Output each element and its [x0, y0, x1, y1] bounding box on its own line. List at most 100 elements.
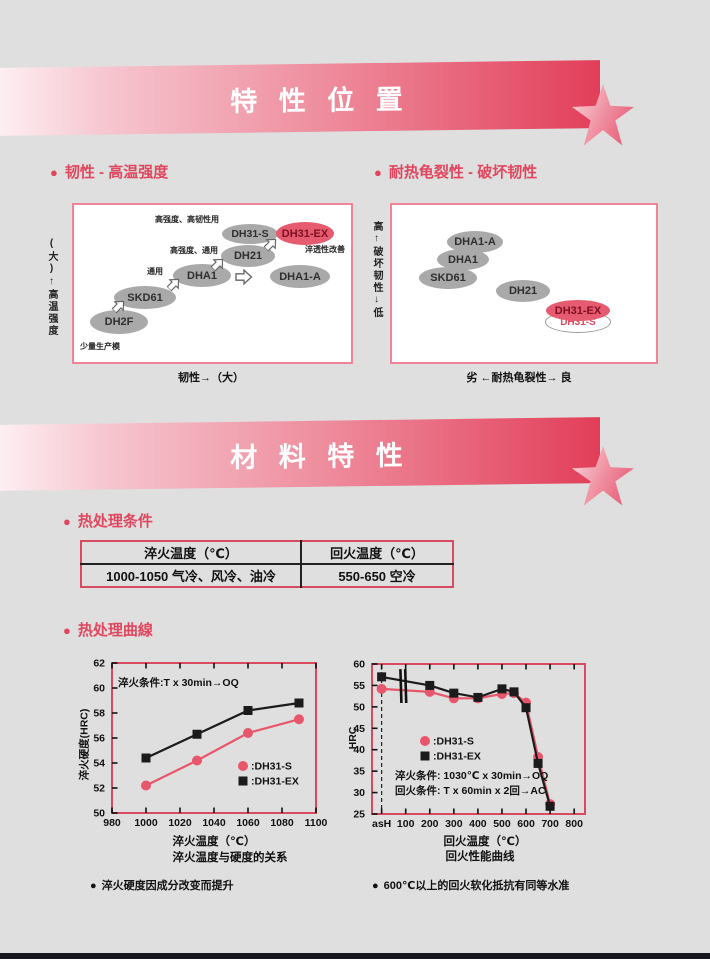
steel-ellipse-dh21: DH21	[496, 280, 550, 302]
chart-annotation: 回火条件: T x 60min x 2回→AC	[395, 784, 546, 797]
legend-label: :DH31-S	[433, 736, 474, 748]
banner-title: 材 料 特 性	[230, 440, 410, 473]
y-tick-label: 62	[93, 658, 105, 670]
marker-DH31-EX	[449, 688, 459, 698]
section-title-heat-treatment-conditions: ● 热处理条件	[63, 510, 153, 531]
legend-marker	[238, 761, 248, 771]
note-quench-hardness: ● 淬火硬度因成分改变而提升	[90, 877, 234, 893]
legend-label: :DH31-EX	[251, 776, 299, 788]
heat-crack-x-axis-label: 劣 ←耐热龟裂性→ 良	[466, 372, 572, 384]
x-tick-label: 1100	[305, 817, 328, 829]
bullet-icon: ●	[90, 880, 97, 892]
y-tick-label: 54	[93, 758, 105, 770]
table-cell-temper-value: 550-650 空冷	[300, 564, 453, 587]
toughness-x-axis-label: 韧性→（大）	[178, 372, 244, 384]
y-tick-label: 50	[353, 701, 365, 713]
marker-DH31-EX	[141, 753, 151, 763]
y-tick-label: 45	[353, 723, 365, 735]
hollow-arrow-icon	[111, 300, 125, 314]
axis-break-mark	[403, 669, 408, 704]
series-line-DH31-S	[145, 718, 300, 787]
chart-annotation: 淬火条件:T x 30min→OQ	[118, 676, 239, 689]
y-tick-label: 58	[93, 708, 105, 720]
y-tick-label: 52	[93, 783, 105, 795]
heat-crack-y-axis-label: 高↑破坏韧性↓低	[371, 221, 382, 319]
diagram-label-general: 通用	[147, 267, 163, 276]
marker-DH31-EX	[509, 687, 519, 697]
chart-y-axis-label: HRC	[347, 726, 359, 750]
banner-material-properties: 材 料 特 性	[0, 417, 600, 491]
bullet-icon: ●	[63, 623, 71, 638]
x-tick-label: 1080	[270, 817, 294, 829]
banner-title: 特 性 位 置	[230, 84, 410, 117]
legend-marker	[238, 776, 248, 786]
steel-ellipse-skd61: SKD61	[419, 267, 477, 289]
table-row: 1000-1050 气冷、风冷、油冷 550-650 空冷	[81, 564, 453, 587]
bullet-icon: ●	[50, 165, 58, 180]
x-tick-label: 600	[517, 818, 535, 830]
section-title-toughness: ● 韧性 - 高温强度	[50, 161, 168, 182]
x-tick-label: 980	[103, 817, 121, 829]
tempering-curve-chart: asH 100 200 300 400 500 600 700 800 25 30 35 40 45 50 5…	[353, 659, 586, 863]
axis-break-mark	[399, 669, 403, 704]
x-tick-label: 100	[397, 818, 415, 830]
y-tick-label: 55	[353, 680, 365, 692]
legend-label: :DH31-S	[251, 761, 292, 773]
diagram-label-small-production: 少量生产模	[80, 342, 120, 351]
chart-y-axis-label: 淬火硬度(HRC)	[78, 708, 91, 781]
note-text: 淬火硬度因成分改变而提升	[101, 880, 234, 892]
series-line-DH31-EX	[145, 701, 300, 759]
marker-DH31-EX	[294, 698, 304, 708]
chart-caption: 回火性能曲线	[446, 849, 515, 863]
legend-marker	[420, 751, 430, 761]
marker-DH31-EX	[545, 801, 555, 811]
legend-label: :DH31-EX	[433, 751, 481, 763]
chart-annotation: 淬火条件: 1030℃ x 30min→OQ	[395, 769, 548, 782]
steel-ellipse-dh31s: DH31-S	[222, 224, 278, 244]
x-tick-label: 1000	[134, 817, 158, 829]
x-axis-label: 淬火温度（℃）	[173, 834, 256, 848]
steel-ellipse-dha1a: DHA1-A	[447, 231, 503, 253]
marker-DH31-EX	[243, 706, 253, 715]
hollow-arrow-right-icon	[235, 269, 253, 285]
steel-ellipse-dh21: DH21	[221, 245, 275, 267]
x-tick-label: 800	[565, 818, 583, 830]
bullet-icon: ●	[63, 514, 71, 529]
diagram-label-high-strength-toughness: 高强度、高韧性用	[155, 215, 219, 224]
x-tick-label: 1020	[168, 817, 192, 829]
y-tick-label: 30	[353, 787, 365, 799]
marker-DH31-EX	[533, 758, 543, 768]
y-tick-label: 60	[93, 683, 105, 695]
section-title-text: 热处理曲線	[77, 622, 153, 639]
steel-ellipse-skd61: SKD61	[114, 286, 176, 309]
marker-DH31-S	[192, 755, 202, 766]
marker-DH31-S	[243, 728, 253, 738]
page-bottom-bar	[0, 953, 710, 959]
y-tick-label: 25	[353, 809, 365, 821]
x-tick-label: 700	[541, 818, 559, 830]
toughness-y-axis-label: (大)↑高温强度	[46, 238, 57, 337]
x-tick-label: 400	[469, 818, 487, 830]
x-tick-label: 200	[421, 818, 439, 830]
note-temper-softening: ● 600℃以上的回火软化抵抗有同等水准	[372, 877, 569, 893]
section-title-text: 耐热龟裂性 - 破坏韧性	[388, 164, 538, 181]
marker-DH31-S	[141, 780, 151, 791]
x-tick-label: 500	[493, 818, 511, 830]
section-title-heat-treatment-curves: ● 热处理曲線	[63, 619, 153, 640]
steel-ellipse-dha1a: DHA1-A	[270, 265, 330, 288]
y-tick-label: 50	[93, 808, 105, 820]
bullet-icon: ●	[372, 880, 379, 892]
x-tick-label: 1040	[202, 817, 226, 829]
y-tick-label: 40	[353, 744, 365, 756]
marker-DH31-EX	[473, 692, 483, 702]
steel-ellipse-dha1: DHA1	[437, 249, 489, 270]
marker-DH31-EX	[425, 680, 435, 690]
steel-ellipse-dh31ex: DH31-EX	[276, 222, 334, 245]
y-tick-label: 56	[93, 733, 105, 745]
marker-DH31-EX	[192, 729, 202, 739]
marker-DH31-EX	[521, 703, 531, 713]
x-axis-label: 回火温度（℃）	[444, 834, 527, 848]
marker-DH31-EX	[497, 684, 507, 694]
marker-DH31-S	[294, 714, 304, 725]
